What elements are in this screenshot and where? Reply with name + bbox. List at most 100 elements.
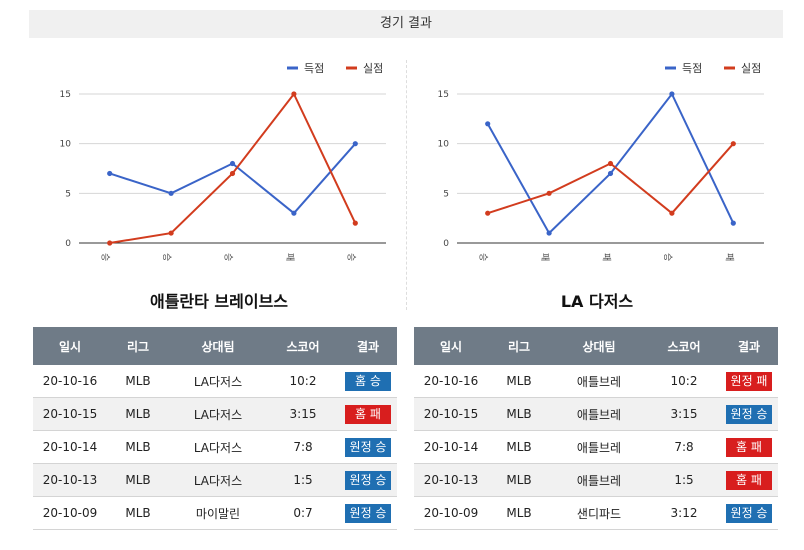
y-tick-label: 0 [443, 239, 449, 249]
opponent-cell: LA다저스 [169, 365, 267, 398]
column-header: 결과 [339, 327, 397, 365]
result-badge: 원정 승 [345, 437, 391, 457]
data-point [229, 160, 236, 167]
opponent-cell: 애틀브레 [550, 365, 648, 398]
league-cell: MLB [107, 463, 169, 497]
table-row: 20-10-15 MLB 애틀브레 3:15 원정 승 [414, 397, 778, 431]
table-row: 20-10-13 MLB 애틀브레 1:5 홈 패 [414, 463, 778, 497]
opponent-cell: 애틀브레 [550, 397, 648, 431]
y-tick-label: 15 [438, 90, 449, 100]
result-badge: 홈 패 [726, 437, 772, 457]
column-header: 일시 [33, 327, 107, 365]
result-badge: 원정 패 [726, 371, 772, 391]
table-row: 20-10-13 MLB LA다저스 1:5 원정 승 [33, 463, 397, 497]
league-cell: MLB [107, 397, 169, 431]
x-tick-label: 승 [223, 253, 234, 261]
result-badge: 원정 승 [345, 470, 391, 490]
opponent-cell: LA다저스 [169, 397, 267, 431]
league-cell: MLB [488, 397, 550, 431]
results-table-atlanta: 일시 리그 상대팀 스코어 결과 20-10-16 MLB LA다저스 10:2 홈 승 20-1… [33, 327, 397, 530]
legend-label: 실점 [741, 62, 761, 75]
league-cell: MLB [488, 463, 550, 497]
result-cell: 원정 승 [720, 397, 778, 431]
x-tick-label: 패 [539, 253, 550, 261]
y-tick-label: 0 [65, 239, 71, 249]
legend-label: 득점 [304, 62, 324, 75]
table-header-row: 일시 리그 상대팀 스코어 결과 [33, 327, 397, 365]
y-tick-label: 5 [65, 189, 71, 199]
opponent-cell: LA다저스 [169, 463, 267, 497]
date-cell: 20-10-13 [414, 463, 488, 497]
opponent-cell: LA다저스 [169, 430, 267, 464]
data-point [168, 190, 174, 196]
data-point [352, 141, 358, 147]
date-cell: 20-10-13 [33, 463, 107, 497]
data-point [485, 210, 491, 216]
y-tick-label: 5 [443, 189, 449, 199]
result-cell: 원정 승 [720, 496, 778, 530]
result-cell: 원정 승 [339, 463, 397, 497]
score-cell: 3:12 [648, 496, 720, 530]
column-header: 리그 [107, 327, 169, 365]
table-row: 20-10-15 MLB LA다저스 3:15 홈 패 [33, 397, 397, 431]
result-badge: 원정 승 [726, 404, 772, 424]
data-point [291, 91, 297, 97]
y-tick-label: 10 [60, 140, 72, 150]
column-header: 상대팀 [550, 327, 648, 365]
chart-title-atlanta: 애틀란타 브레이브스 [149, 292, 289, 311]
legend-label: 득점 [682, 62, 702, 75]
column-header: 일시 [414, 327, 488, 365]
series-line [109, 92, 357, 244]
x-tick-label: 승 [161, 253, 172, 261]
result-cell: 홈 승 [339, 365, 397, 398]
table-row: 20-10-14 MLB 애틀브레 7:8 홈 패 [414, 430, 778, 464]
data-point [229, 170, 236, 177]
opponent-cell: 애틀브레 [550, 430, 648, 464]
column-header: 상대팀 [169, 327, 267, 365]
y-tick-label: 15 [60, 90, 71, 100]
result-badge: 홈 패 [726, 470, 772, 490]
score-cell: 7:8 [267, 430, 339, 464]
chart-title-dodgers: LA 다저스 [560, 292, 634, 311]
series-line [487, 143, 735, 215]
score-cell: 1:5 [267, 463, 339, 497]
table-row: 20-10-14 MLB LA다저스 7:8 원정 승 [33, 430, 397, 464]
opponent-cell: 애틀브레 [550, 463, 648, 497]
result-badge: 홈 패 [345, 404, 391, 424]
score-cell: 10:2 [648, 365, 720, 398]
table-row: 20-10-16 MLB LA다저스 10:2 홈 승 [33, 365, 397, 398]
result-badge: 원정 승 [726, 503, 772, 523]
x-tick-label: 승 [345, 253, 356, 261]
league-cell: MLB [107, 430, 169, 464]
chart-panel-atlanta: 0 5 10 15 승 승 승 패 승 득점 실점 [29, 50, 409, 312]
data-point [546, 230, 552, 236]
column-header: 결과 [720, 327, 778, 365]
data-point [485, 121, 491, 127]
panel-divider [406, 60, 407, 310]
column-header: 리그 [488, 327, 550, 365]
data-point [730, 141, 736, 147]
data-point [607, 170, 614, 177]
date-cell: 20-10-14 [33, 430, 107, 464]
result-cell: 홈 패 [339, 397, 397, 431]
date-cell: 20-10-14 [414, 430, 488, 464]
score-cell: 3:15 [267, 397, 339, 431]
result-badge: 홈 승 [345, 371, 391, 391]
table-row: 20-10-16 MLB 애틀브레 10:2 원정 패 [414, 365, 778, 398]
data-point [107, 170, 113, 177]
table-row: 20-10-09 MLB 샌디파드 3:12 원정 승 [414, 496, 778, 530]
data-point [168, 230, 174, 236]
x-tick-label: 승 [100, 253, 111, 261]
opponent-cell: 마이말린 [169, 496, 267, 530]
legend-label: 실점 [363, 62, 383, 75]
score-cell: 10:2 [267, 365, 339, 398]
x-tick-label: 패 [284, 253, 295, 261]
column-header: 스코어 [648, 327, 720, 365]
result-cell: 원정 승 [339, 430, 397, 464]
data-point [607, 160, 614, 167]
x-tick-label: 패 [723, 253, 734, 261]
date-cell: 20-10-16 [414, 365, 488, 398]
result-cell: 홈 패 [720, 430, 778, 464]
league-cell: MLB [488, 496, 550, 530]
series-line [109, 143, 357, 215]
